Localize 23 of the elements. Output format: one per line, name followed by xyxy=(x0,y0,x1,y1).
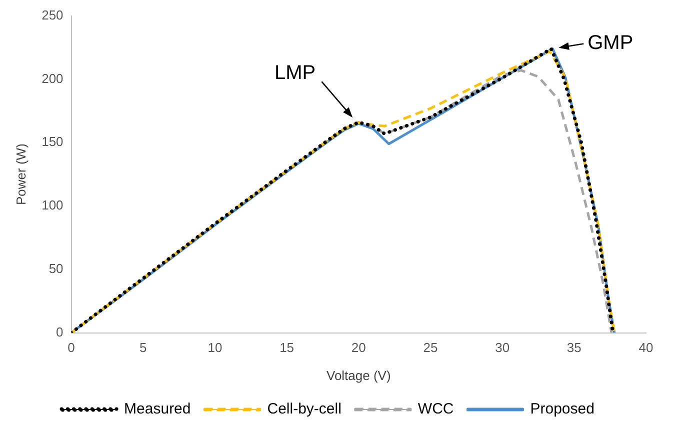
x-tick-label: 35 xyxy=(566,340,582,356)
y-tick-label: 200 xyxy=(42,70,64,86)
x-tick-label: 0 xyxy=(68,340,75,356)
x-tick-label: 10 xyxy=(208,340,222,356)
x-tick-label: 30 xyxy=(495,340,510,356)
y-tick-label: 150 xyxy=(42,134,64,150)
x-tick-label: 25 xyxy=(423,340,438,356)
legend-label: WCC xyxy=(418,400,454,418)
x-axis-title: Voltage (V) xyxy=(326,368,391,383)
x-tick-label: 20 xyxy=(351,340,366,356)
y-tick-label: 100 xyxy=(42,198,64,213)
y-axis-title: Power (W) xyxy=(13,144,28,205)
legend-label: Measured xyxy=(124,400,191,418)
legend-label: Cell-by-cell xyxy=(267,400,342,418)
y-tick-label: 250 xyxy=(42,7,64,22)
x-tick-label: 40 xyxy=(638,340,654,356)
annotation: GMP xyxy=(588,32,634,54)
x-tick-label: 15 xyxy=(280,340,294,356)
annotation: LMP xyxy=(274,62,316,84)
x-tick-label: 5 xyxy=(140,340,147,356)
y-tick-label: 0 xyxy=(56,324,64,340)
y-tick-label: 50 xyxy=(48,260,64,276)
legend-label: Proposed xyxy=(530,400,594,418)
